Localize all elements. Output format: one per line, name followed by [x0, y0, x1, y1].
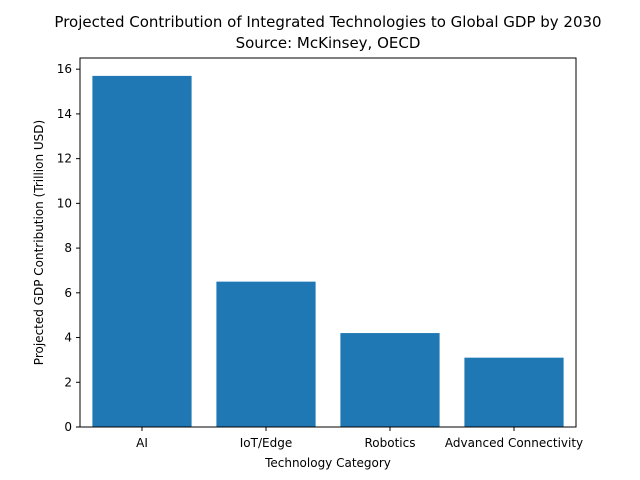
x-tick-label: AI	[136, 436, 148, 450]
y-tick-label: 6	[64, 286, 72, 300]
y-axis-label: Projected GDP Contribution (Trillion USD…	[32, 120, 46, 365]
y-axis-ticks: 0 2 4 6 8 10 12 14 16	[57, 62, 80, 434]
x-tick-label: IoT/Edge	[240, 436, 292, 450]
chart-subtitle: Source: McKinsey, OECD	[236, 34, 421, 52]
x-tick-label: Robotics	[365, 436, 416, 450]
x-axis-ticks: AI IoT/Edge Robotics Advanced Connectivity	[136, 427, 583, 450]
y-tick-label: 12	[57, 152, 72, 166]
y-tick-label: 8	[64, 241, 72, 255]
plot-frame	[79, 57, 577, 428]
y-tick-label: 14	[57, 107, 72, 121]
x-tick-label: Advanced Connectivity	[445, 436, 583, 450]
y-tick-label: 16	[57, 62, 72, 76]
x-axis-label: Technology Category	[264, 456, 391, 470]
bar-robotics	[340, 333, 440, 427]
y-tick-label: 2	[64, 375, 72, 389]
y-tick-label: 0	[64, 420, 72, 434]
chart-title: Projected Contribution of Integrated Tec…	[54, 13, 601, 31]
y-tick-label: 4	[64, 331, 72, 345]
y-tick-label: 10	[57, 196, 72, 210]
bar-ai	[92, 75, 192, 428]
bar-iot-edge	[216, 281, 316, 427]
bar-series	[92, 75, 564, 428]
bar-advanced-connectivity	[464, 357, 564, 427]
